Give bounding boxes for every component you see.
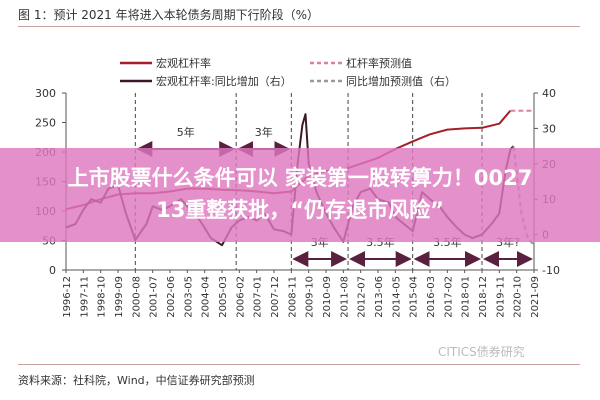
x-tick-label: 2013-06 bbox=[374, 276, 385, 318]
cycle-label: 3年 bbox=[255, 125, 273, 139]
x-tick-label: 2007-12 bbox=[270, 276, 281, 318]
x-tick-label: 1998-10 bbox=[97, 276, 108, 318]
x-tick-label: 2011-08 bbox=[339, 276, 350, 318]
x-tick-label: 1999-09 bbox=[114, 276, 125, 318]
x-tick-label: 1997-11 bbox=[79, 276, 90, 318]
x-tick-label: 2010-09 bbox=[322, 276, 333, 318]
x-tick-label: 2002-06 bbox=[166, 276, 177, 318]
overlay-banner[interactable]: 上市股票什么条件可以 家装第一股转算力！0027 13重整获批，“仍存退市风险” bbox=[0, 148, 600, 242]
source-note: 资料来源：社科院，Wind，中信证券研究部预测 bbox=[18, 374, 255, 387]
x-tick-label: 2012-07 bbox=[357, 276, 368, 318]
x-tick-label: 2018-01 bbox=[461, 276, 472, 318]
title-divider bbox=[18, 26, 580, 27]
source-divider bbox=[18, 364, 580, 365]
right-tick-label: 30 bbox=[542, 122, 556, 135]
banner-line-1: 上市股票什么条件可以 家装第一股转算力！0027 bbox=[67, 166, 533, 190]
x-tick-label: 1996-12 bbox=[62, 276, 73, 318]
x-tick-label: 2019-11 bbox=[495, 276, 506, 318]
right-tick-label: 40 bbox=[542, 87, 556, 100]
x-tick-label: 2016-03 bbox=[426, 276, 437, 318]
chart-title: 图 1：预计 2021 年将进入本轮债务周期下行阶段（%） bbox=[18, 8, 320, 22]
left-tick-label: 250 bbox=[35, 117, 56, 130]
x-tick-label: 2020-10 bbox=[513, 276, 524, 318]
x-tick-label: 2006-02 bbox=[235, 276, 246, 318]
left-tick-label: 0 bbox=[49, 264, 56, 277]
x-tick-label: 2000-08 bbox=[131, 276, 142, 318]
legend-label: 同比增加预测值（右） bbox=[346, 74, 456, 88]
x-tick-label: 2017-02 bbox=[443, 276, 454, 318]
x-tick-label: 2004-04 bbox=[201, 276, 212, 318]
legend-label: 宏观杠杆率:同比增加（右） bbox=[156, 74, 292, 88]
x-tick-label: 2003-05 bbox=[183, 276, 194, 318]
banner-line-2: 13重整获批，“仍存退市风险” bbox=[156, 198, 444, 222]
x-tick-label: 2009-10 bbox=[305, 276, 316, 318]
right-tick-label: -10 bbox=[542, 264, 560, 277]
x-tick-label: 2008-11 bbox=[287, 276, 298, 318]
x-tick-label: 2018-12 bbox=[478, 276, 489, 318]
x-tick-label: 2007-01 bbox=[253, 276, 264, 318]
x-tick-label: 2021-09 bbox=[530, 276, 541, 318]
x-tick-label: 2001-07 bbox=[149, 276, 160, 318]
x-tick-label: 2015-04 bbox=[409, 276, 420, 318]
legend-label: 杠杆率预测值 bbox=[346, 56, 412, 70]
legend-label: 宏观杠杆率 bbox=[156, 56, 211, 70]
x-tick-label: 2005-03 bbox=[218, 276, 229, 318]
cycle-label: 5年 bbox=[177, 125, 195, 139]
x-tick-label: 2014-05 bbox=[391, 276, 402, 318]
watermark: CITICS债券研究 bbox=[438, 345, 525, 359]
left-tick-label: 300 bbox=[35, 87, 56, 100]
